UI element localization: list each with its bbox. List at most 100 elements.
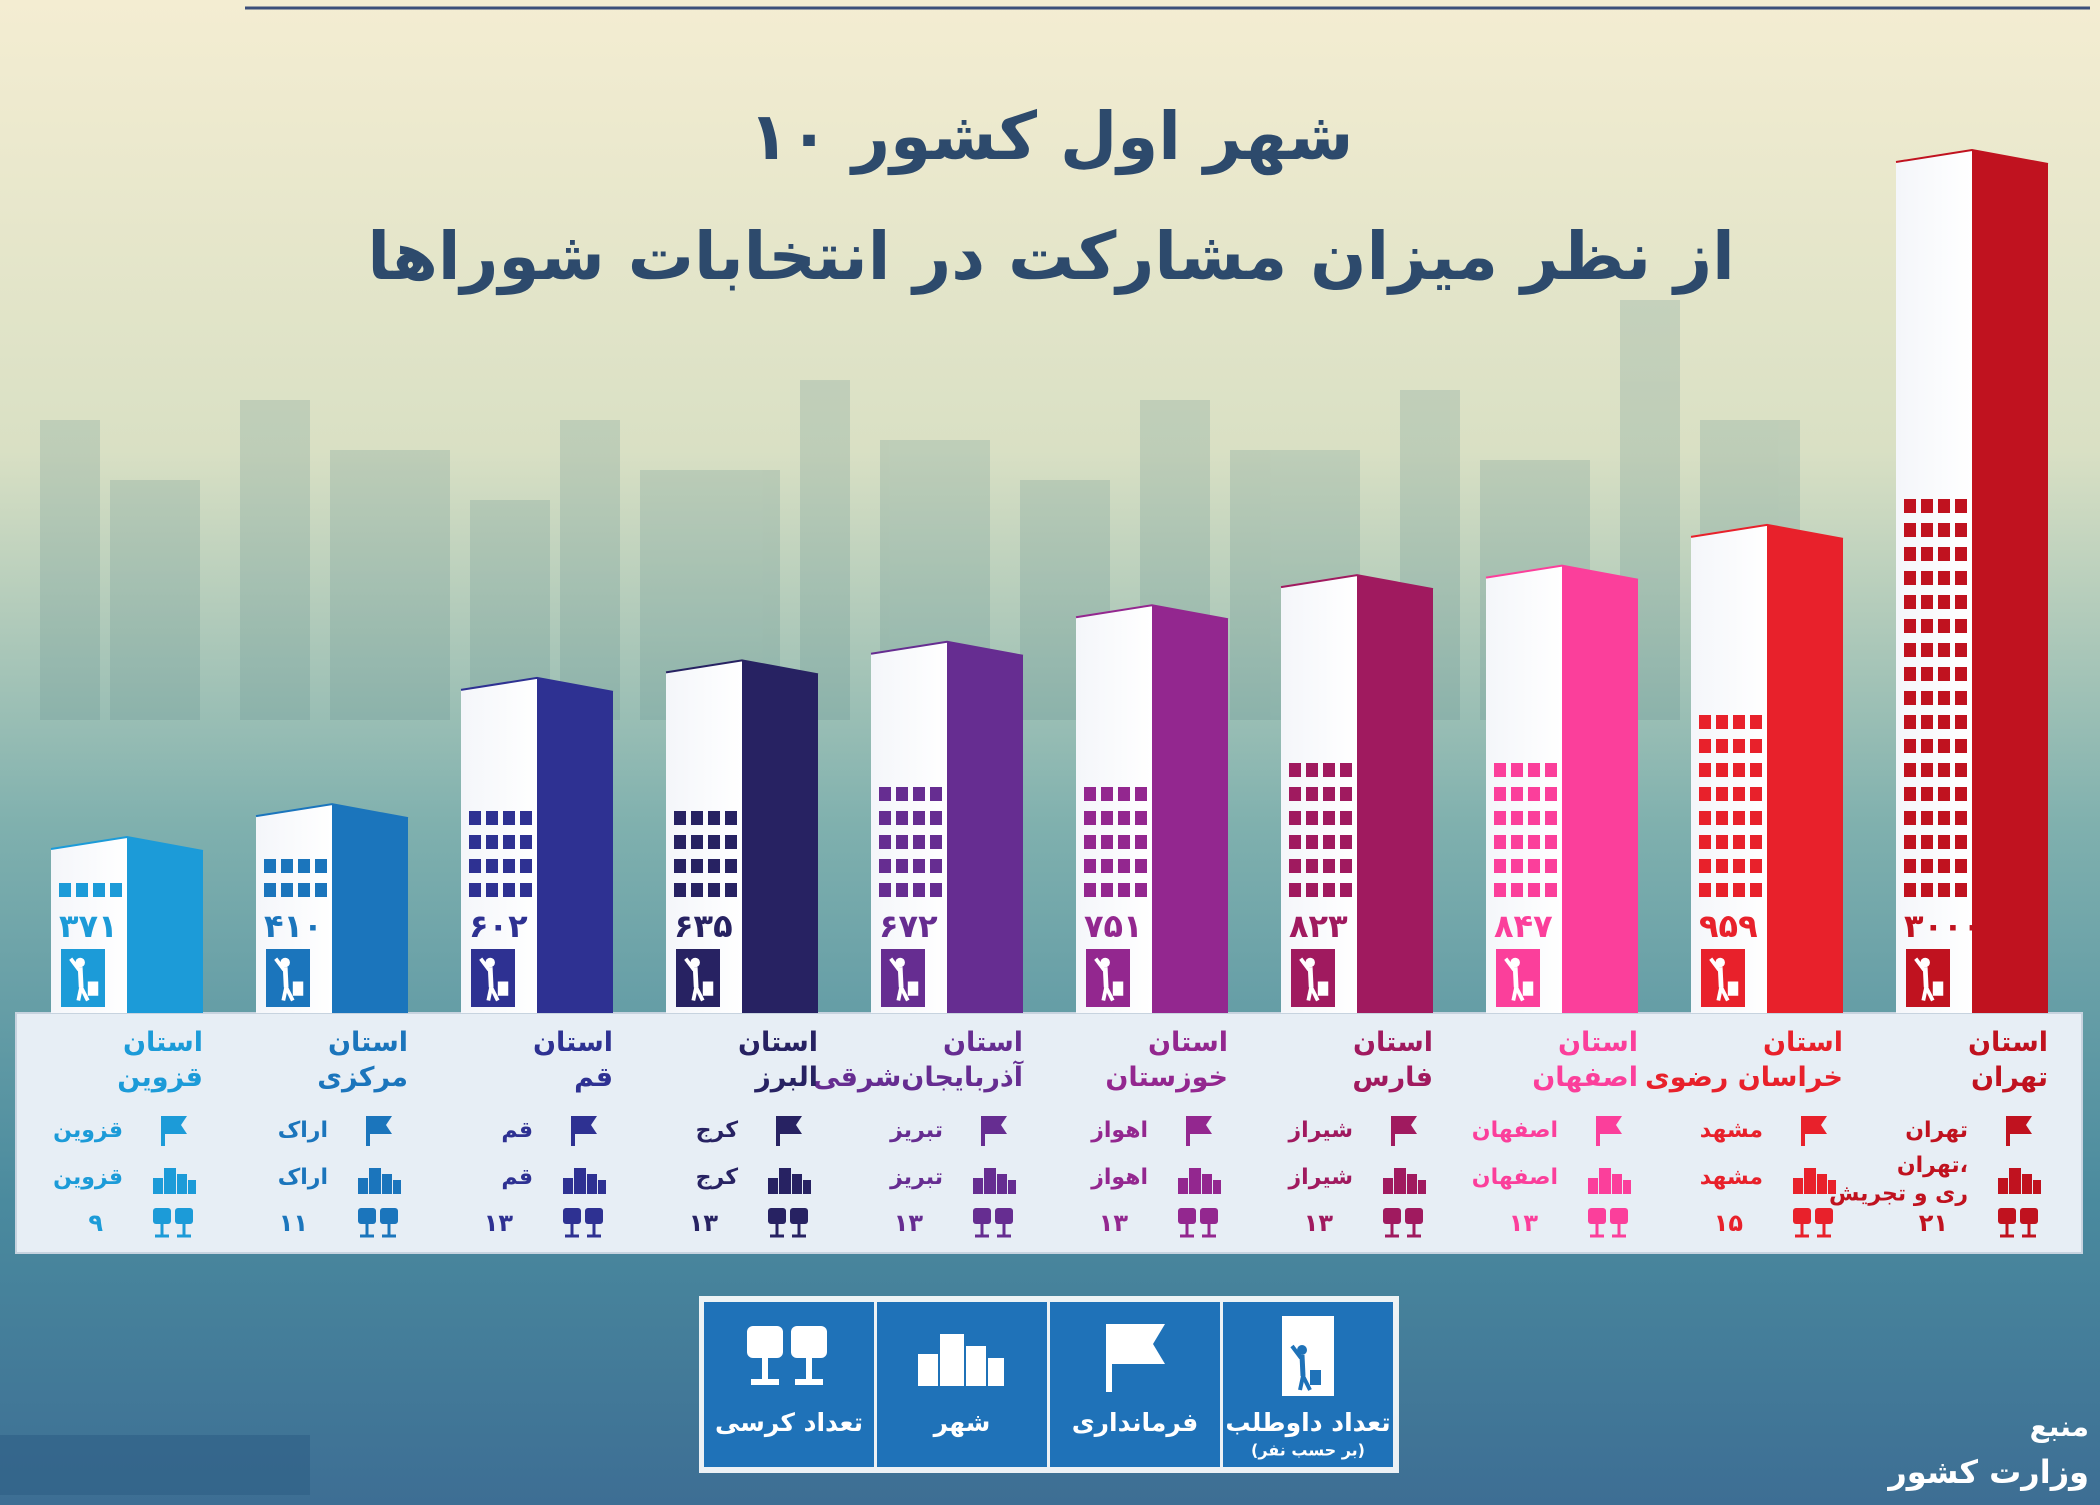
seat-icon: [380, 1208, 398, 1224]
window: [1733, 859, 1745, 873]
governorate-label: تهران: [1905, 1118, 1968, 1143]
window: [896, 859, 908, 873]
governorate-label: قم: [501, 1118, 533, 1143]
window: [1135, 859, 1147, 873]
window: [486, 811, 498, 825]
province-label: استان آذربایجان‌شرقی: [813, 1027, 1024, 1093]
province-label: استان خوزستان: [1105, 1027, 1228, 1093]
person-icon: [1309, 986, 1320, 1002]
person-icon: [1922, 967, 1929, 988]
window: [110, 883, 122, 897]
window: [1955, 499, 1967, 513]
window: [1528, 883, 1540, 897]
window: [1904, 595, 1916, 609]
window: [1955, 547, 1967, 561]
window: [1938, 811, 1950, 825]
city-icon: [1418, 1180, 1426, 1194]
window: [913, 883, 925, 897]
window: [1101, 787, 1113, 801]
city-label: قزوین: [53, 1165, 123, 1190]
flag-icon: [1109, 1324, 1165, 1364]
city-icon: [988, 1358, 1004, 1386]
window: [1955, 643, 1967, 657]
window: [913, 787, 925, 801]
seat-icon: [153, 1208, 171, 1224]
bar: [127, 837, 203, 1013]
window: [1733, 835, 1745, 849]
roof-edge: [50, 835, 204, 852]
window: [1101, 859, 1113, 873]
window: [930, 835, 942, 849]
roof-edge: [665, 659, 819, 676]
window: [1699, 763, 1711, 777]
seat-icon: [768, 1208, 786, 1224]
window: [896, 787, 908, 801]
window: [264, 883, 276, 897]
person-icon: [1715, 957, 1725, 968]
window: [1904, 835, 1916, 849]
window: [1511, 811, 1523, 825]
person-icon: [1104, 986, 1115, 1002]
seat-icon: [791, 1326, 827, 1358]
seat-icon: [1200, 1208, 1218, 1224]
city-icon: [940, 1334, 964, 1386]
seat-label: ۱۵: [1714, 1209, 1743, 1237]
bar: [1972, 150, 2048, 1013]
window: [1921, 859, 1933, 873]
window: [298, 859, 310, 873]
city-icon: [1623, 1180, 1631, 1194]
window: [1323, 787, 1335, 801]
window: [1904, 571, 1916, 585]
window: [1938, 739, 1950, 753]
window: [1904, 691, 1916, 705]
city-icon: [1588, 1178, 1598, 1194]
seat-icon: [175, 1208, 193, 1224]
window: [1084, 883, 1096, 897]
window: [896, 811, 908, 825]
window: [1938, 835, 1950, 849]
city-label: کرج: [696, 1165, 739, 1190]
city-icon: [1202, 1174, 1212, 1194]
person-icon: [75, 957, 85, 968]
city-icon: [153, 1178, 163, 1194]
window: [1921, 547, 1933, 561]
person-icon: [485, 957, 495, 968]
window: [1938, 619, 1950, 633]
window: [264, 859, 276, 873]
window: [1938, 547, 1950, 561]
flag-icon: [1598, 1116, 1622, 1134]
window: [1921, 691, 1933, 705]
window: [1955, 667, 1967, 681]
value-label: ۶۷۲: [879, 907, 938, 945]
window: [1289, 883, 1301, 897]
window: [1289, 859, 1301, 873]
person-icon: [1719, 986, 1730, 1002]
person-icon: [1514, 986, 1525, 1002]
province-label: استان فارس: [1352, 1027, 1433, 1093]
person-icon: [497, 981, 509, 996]
window: [1135, 883, 1147, 897]
person-icon: [1727, 981, 1739, 996]
window: [1494, 787, 1506, 801]
window: [1101, 811, 1113, 825]
city-icon: [1612, 1174, 1622, 1194]
roof-edge: [255, 803, 409, 820]
window: [1955, 883, 1967, 897]
legend-box: [704, 1302, 874, 1467]
person-icon: [1924, 986, 1935, 1002]
window: [913, 811, 925, 825]
legend-label: شهر: [932, 1408, 991, 1438]
city-icon: [997, 1174, 1007, 1194]
window: [1118, 859, 1130, 873]
person-icon: [702, 981, 714, 996]
legend-label: تعداد داوطلب: [1225, 1408, 1390, 1438]
city-icon: [1998, 1178, 2008, 1194]
city-icon: [792, 1174, 802, 1194]
seat-label: ۱۱: [279, 1209, 308, 1237]
window: [1921, 523, 1933, 537]
window: [1750, 859, 1762, 873]
window: [1135, 835, 1147, 849]
window: [1528, 811, 1540, 825]
window: [725, 811, 737, 825]
